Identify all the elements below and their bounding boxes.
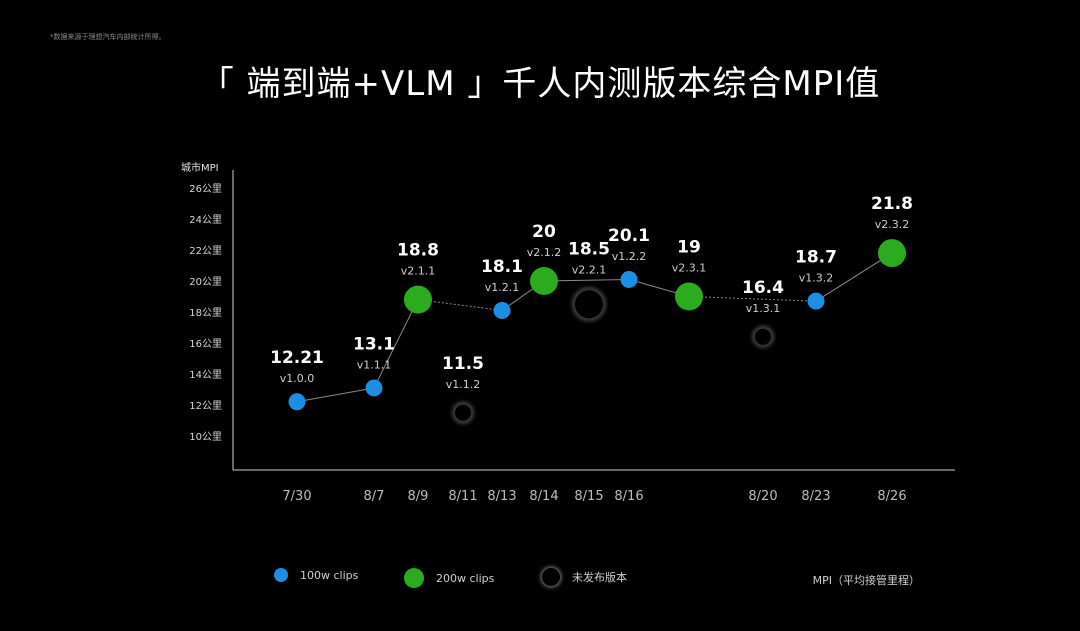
version-label: v1.2.1 xyxy=(485,281,520,294)
y-tick-label: 10公里 xyxy=(189,431,222,443)
data-label: 20.1 xyxy=(608,226,650,246)
data-point-200w xyxy=(530,267,558,295)
y-tick-label: 24公里 xyxy=(189,214,222,226)
version-label: v2.1.2 xyxy=(527,246,562,259)
x-tick-label: 8/13 xyxy=(487,489,516,504)
x-tick-label: 8/9 xyxy=(408,489,429,504)
data-point-unreleased xyxy=(575,290,603,319)
data-point-unreleased-glow xyxy=(753,326,773,347)
y-tick-label: 22公里 xyxy=(189,245,222,257)
x-tick-label: 8/23 xyxy=(801,489,830,504)
data-point-100w xyxy=(493,301,511,319)
legend-label-unreleased: 未发布版本 xyxy=(572,571,627,584)
version-label: v1.1.1 xyxy=(357,358,392,371)
data-point-200w xyxy=(404,285,432,314)
y-tick-label: 18公里 xyxy=(189,307,222,319)
footnote: *数据来源于理想汽车内部统计所得。 xyxy=(50,33,166,41)
version-label: v1.1.2 xyxy=(446,378,481,391)
version-label: v2.3.1 xyxy=(672,262,707,275)
legend-item-unreleased: 未发布版本 xyxy=(542,568,627,586)
mpi-chart: 城市MPI 10公里 12公里 14公里 16公里 18公里 20公里 22公里 24公里 26公… xyxy=(181,161,955,504)
data-label: 12.21 xyxy=(270,348,324,368)
data-label: 20 xyxy=(532,222,556,242)
data-label: 13.1 xyxy=(353,334,395,354)
data-label: 18.8 xyxy=(397,241,439,261)
series-line-segment xyxy=(815,252,893,302)
version-label: v1.3.2 xyxy=(799,272,834,285)
x-tick-label: 8/26 xyxy=(877,489,906,504)
series-line-segment xyxy=(543,278,630,282)
legend-label-100w: 100w clips xyxy=(300,568,359,582)
data-point-unreleased xyxy=(755,328,771,345)
x-tick-label: 8/7 xyxy=(364,489,385,504)
data-point-100w xyxy=(365,379,383,397)
series-line-segment xyxy=(373,299,419,389)
legend-item-100w: 100w clips xyxy=(274,568,358,582)
y-axis-label: 城市MPI xyxy=(181,161,219,174)
data-point-100w xyxy=(288,393,306,411)
legend-label-200w: 200w clips xyxy=(436,571,495,585)
legend-mpi-note: MPI（平均接管里程） xyxy=(812,574,920,587)
series-line-segment xyxy=(688,296,817,302)
data-point-unreleased-glow xyxy=(453,402,473,423)
x-tick-label: 8/20 xyxy=(748,489,777,504)
data-label: 18.1 xyxy=(481,257,523,277)
legend-green-dot xyxy=(404,568,424,588)
x-tick-label: 8/14 xyxy=(529,489,558,504)
data-label: 18.7 xyxy=(795,248,837,268)
version-label: v1.0.0 xyxy=(280,372,315,385)
data-point-100w xyxy=(620,270,638,288)
data-label: 16.4 xyxy=(742,278,784,298)
version-label: v2.2.1 xyxy=(572,263,607,276)
legend-black-dot xyxy=(542,568,560,586)
data-point-200w xyxy=(878,239,906,268)
data-point-unreleased xyxy=(455,404,471,421)
y-tick-label: 12公里 xyxy=(189,400,222,412)
legend-item-200w: 200w clips xyxy=(404,568,494,588)
data-label: 18.5 xyxy=(568,239,610,259)
chart-title: 「 端到端+VLM 」千人内测版本综合MPI值 xyxy=(199,64,881,104)
x-tick-label: 7/30 xyxy=(282,489,311,504)
y-tick-label: 20公里 xyxy=(189,276,222,288)
x-tick-label: 8/16 xyxy=(614,489,643,504)
legend: 100w clips 200w clips 未发布版本 MPI（平均接管里程） xyxy=(0,568,1080,592)
y-tick-label: 26公里 xyxy=(189,183,222,195)
legend-blue-dot xyxy=(274,568,288,582)
version-label: v1.3.1 xyxy=(746,302,781,315)
series-line-segment xyxy=(296,387,375,403)
data-label: 19 xyxy=(677,238,701,258)
version-label: v2.3.2 xyxy=(875,218,910,231)
version-label: v1.2.2 xyxy=(612,250,647,263)
version-label: v2.1.1 xyxy=(401,265,436,278)
y-tick-label: 14公里 xyxy=(189,369,222,381)
y-tick-label: 16公里 xyxy=(189,338,222,350)
data-label: 21.8 xyxy=(871,194,913,214)
data-label: 11.5 xyxy=(442,354,484,374)
data-point-200w xyxy=(675,282,703,311)
data-point-100w xyxy=(807,292,825,310)
data-point-unreleased-glow xyxy=(573,288,605,321)
x-tick-label: 8/15 xyxy=(574,489,603,504)
x-tick-label: 8/11 xyxy=(448,489,477,504)
